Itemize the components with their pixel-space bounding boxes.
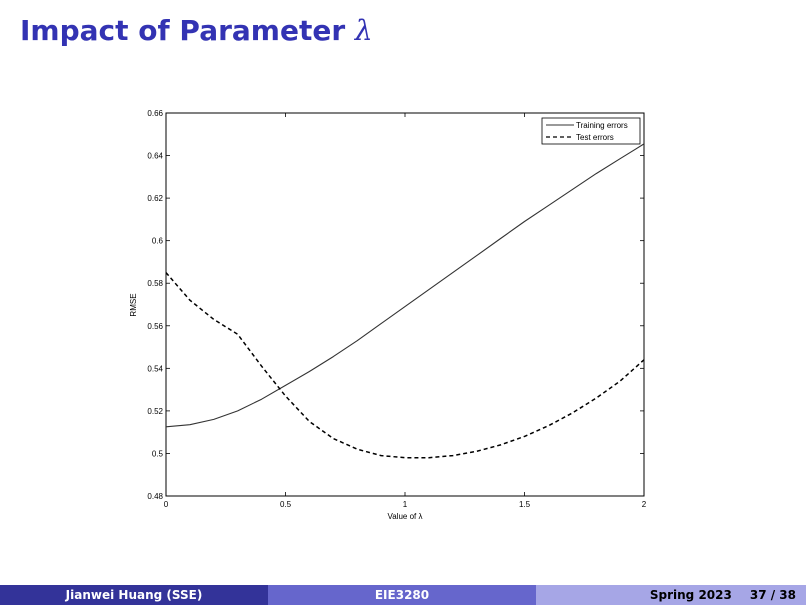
footer-bar: Jianwei Huang (SSE) EIE3280 Spring 2023 … — [0, 585, 806, 605]
series-line-training-errors — [165, 143, 645, 428]
x-axis-label: Value of λ — [388, 512, 423, 521]
y-tick-label: 0.64 — [147, 152, 163, 161]
y-tick-label: 0.52 — [147, 407, 163, 416]
footer-term: Spring 2023 — [649, 588, 732, 602]
series-line-test-errors — [165, 272, 645, 459]
x-tick-label: 0 — [164, 500, 169, 509]
y-tick-label: 0.56 — [147, 322, 163, 331]
y-axis-label: RMSE — [129, 293, 138, 316]
plot-area-frame — [165, 112, 645, 497]
footer-page-number: 37 / 38 — [749, 588, 796, 602]
y-tick-label: 0.58 — [147, 279, 163, 288]
series-lines — [165, 143, 645, 459]
legend-box — [541, 117, 641, 145]
slide-title-text: Impact of Parameter — [20, 14, 346, 47]
y-tick-label: 0.62 — [147, 194, 163, 203]
footer-author: Jianwei Huang (SSE) — [0, 585, 268, 605]
y-tick-label: 0.66 — [147, 109, 163, 118]
x-tick-label: 1 — [403, 500, 408, 509]
legend-label-test: Test errors — [576, 133, 614, 142]
slide-title-symbol: λ — [354, 14, 373, 47]
y-tick-label: 0.48 — [147, 492, 163, 501]
y-tick-label: 0.54 — [147, 364, 163, 373]
x-tick-label: 1.5 — [519, 500, 531, 509]
x-tick-label: 2 — [642, 500, 647, 509]
footer-right: Spring 2023 37 / 38 — [536, 585, 806, 605]
legend: Training errors Test errors — [541, 117, 641, 145]
x-tick-label: 0.5 — [280, 500, 292, 509]
slide-title: Impact of Parameter λ — [20, 14, 373, 47]
legend-label-training: Training errors — [576, 121, 628, 130]
axis-ticks: 0 0.5 1 1.5 2 0.48 0.5 0.52 0.54 0.56 0.58 0.6 0.62 0… — [147, 109, 646, 509]
y-tick-label: 0.6 — [152, 237, 164, 246]
y-tick-label: 0.5 — [152, 449, 164, 458]
rmse-line-chart: 0 0.5 1 1.5 2 0.48 0.5 0.52 0.54 0.56 0.58 0.6 0.62 0… — [129, 109, 647, 521]
footer-course: EIE3280 — [268, 585, 536, 605]
